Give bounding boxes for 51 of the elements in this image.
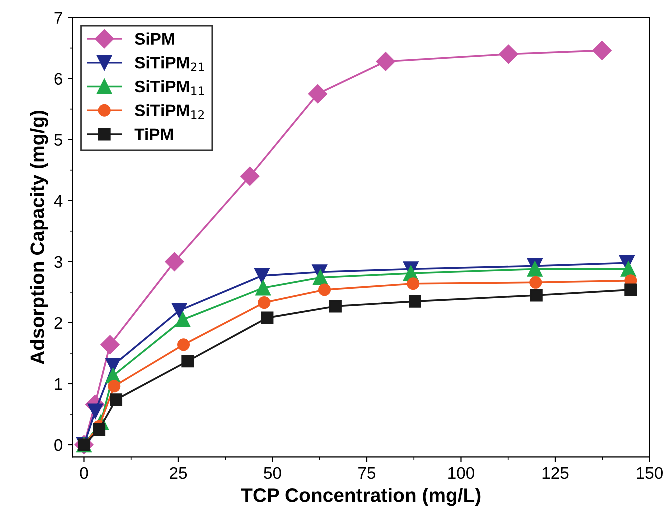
point [172, 303, 188, 318]
x-tick-label: 125 [542, 467, 569, 480]
point [530, 289, 543, 302]
y-tick-label: 4 [54, 195, 63, 207]
legend-label: TiPM [134, 128, 173, 140]
x-tick-label: 0 [80, 467, 88, 480]
x-tick-label: 150 [637, 467, 663, 480]
legend-label: SiTiPM$_{21}$ [135, 56, 204, 72]
point [258, 296, 271, 310]
point [312, 270, 328, 286]
y-axis-title: Adsorption Capacity (mg/g) [30, 110, 48, 364]
point [407, 278, 420, 290]
y-tick-label: 5 [54, 134, 63, 146]
point [376, 52, 396, 72]
point [88, 404, 104, 420]
x-tick-label: 100 [448, 467, 474, 480]
point [530, 276, 542, 289]
point [527, 262, 543, 277]
point [93, 423, 106, 436]
y-tick-label: 3 [54, 256, 62, 268]
legend-label: SiPM [135, 32, 174, 46]
point [240, 166, 260, 186]
point [100, 335, 120, 354]
point [499, 44, 518, 64]
point [329, 300, 342, 313]
point [256, 280, 271, 296]
point [254, 268, 270, 284]
x-tick-label: 75 [358, 468, 376, 480]
point [318, 284, 332, 296]
legend-label: SiTiPM$_{11}$ [135, 80, 204, 96]
point [624, 284, 638, 296]
point [178, 338, 190, 352]
y-tick-label: 6 [54, 73, 62, 86]
point [182, 355, 194, 368]
x-axis-title: TCP Concentration (mg/L) [241, 488, 481, 506]
point [175, 312, 191, 328]
point [108, 380, 121, 393]
x-tick-label: 25 [170, 467, 188, 480]
y-tick-label: 7 [54, 12, 62, 24]
y-tick-label: 1 [55, 378, 62, 390]
point [620, 262, 636, 277]
legend-label: SiTiPM$_{12}$ [135, 104, 204, 120]
y-tick-label: 0 [54, 439, 63, 452]
point [165, 252, 184, 272]
point [261, 312, 274, 324]
point [592, 41, 612, 60]
point [110, 394, 123, 406]
y-tick-label: 2 [54, 317, 62, 329]
point [408, 295, 422, 308]
x-tick-label: 50 [264, 467, 282, 480]
point [308, 84, 328, 104]
